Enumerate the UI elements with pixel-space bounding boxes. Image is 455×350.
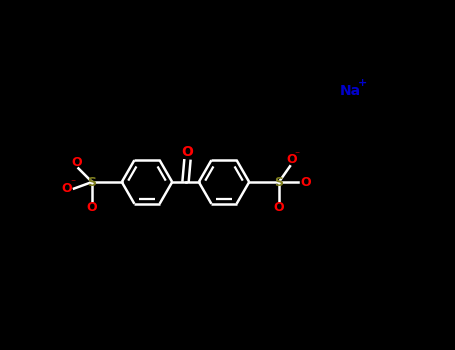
Text: O: O: [182, 145, 193, 159]
Text: +: +: [358, 78, 367, 88]
Text: S: S: [274, 175, 283, 189]
Text: O: O: [300, 175, 310, 189]
Text: O: O: [87, 201, 97, 214]
Text: O: O: [287, 153, 297, 167]
Text: O: O: [273, 201, 284, 214]
Text: O: O: [71, 156, 82, 169]
Text: ⁻: ⁻: [295, 150, 300, 160]
Text: ⁻: ⁻: [70, 178, 75, 188]
Text: Na: Na: [339, 84, 361, 98]
Text: O: O: [61, 182, 72, 195]
Text: S: S: [87, 175, 96, 189]
